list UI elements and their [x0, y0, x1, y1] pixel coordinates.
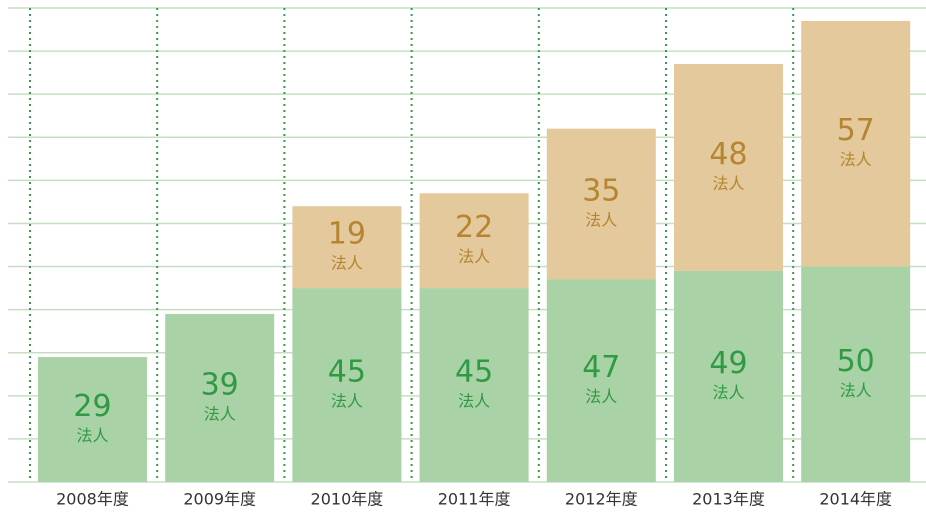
unit-label: 法人 — [585, 387, 617, 406]
value-label: 57 — [837, 113, 875, 148]
bar-segment — [419, 288, 529, 482]
value-label: 49 — [709, 346, 747, 381]
unit-label: 法人 — [585, 211, 617, 230]
value-label: 45 — [455, 355, 493, 390]
bar-segment — [674, 64, 783, 271]
x-tick-label: 2014年度 — [819, 490, 892, 509]
unit-label: 法人 — [840, 150, 872, 169]
value-label: 50 — [837, 344, 875, 379]
x-tick-label: 2008年度 — [56, 490, 129, 509]
unit-label: 法人 — [331, 392, 363, 411]
unit-label: 法人 — [840, 381, 872, 400]
bar-segment — [546, 128, 656, 280]
x-tick-label: 2012年度 — [565, 490, 638, 509]
value-label: 29 — [73, 389, 111, 424]
value-label: 45 — [328, 355, 366, 390]
value-label: 48 — [709, 137, 747, 172]
value-label: 47 — [582, 350, 620, 385]
x-tick-label: 2010年度 — [311, 490, 384, 509]
bar-segment — [801, 266, 911, 482]
x-tick-label: 2011年度 — [438, 490, 511, 509]
unit-label: 法人 — [204, 404, 236, 423]
value-label: 22 — [455, 210, 493, 245]
bar-segment — [419, 193, 529, 289]
unit-label: 法人 — [458, 247, 490, 266]
x-tick-label: 2013年度 — [692, 490, 765, 509]
bar-segment — [38, 357, 147, 482]
x-tick-label: 2009年度 — [183, 490, 256, 509]
unit-label: 法人 — [712, 383, 744, 402]
value-label: 19 — [328, 217, 366, 252]
bar-segment — [292, 288, 402, 482]
bar-segment — [801, 20, 911, 267]
value-label: 39 — [201, 367, 239, 402]
unit-label: 法人 — [331, 254, 363, 273]
bar-segment — [165, 313, 275, 482]
bar-segment — [292, 206, 402, 289]
unit-label: 法人 — [712, 174, 744, 193]
unit-label: 法人 — [76, 426, 108, 445]
bar-segment — [674, 270, 783, 482]
unit-label: 法人 — [458, 392, 490, 411]
value-label: 35 — [582, 174, 620, 209]
bar-segment — [546, 279, 656, 482]
